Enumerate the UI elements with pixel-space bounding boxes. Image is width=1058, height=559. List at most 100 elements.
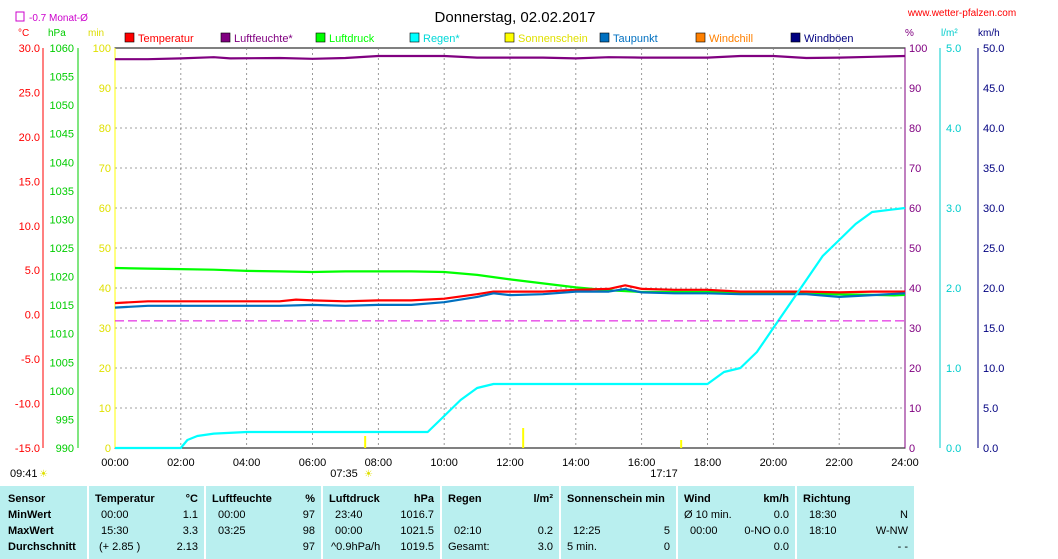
direction-header: Richtung [803, 493, 851, 505]
temperature-min-value: 1.1 [182, 509, 198, 521]
wind-avg-value: 0.0 [773, 509, 789, 521]
temperature-tick-label: 15.0 [19, 176, 40, 188]
legend-label: Temperatur [138, 33, 194, 45]
humidity-avg-value: 97 [302, 541, 315, 553]
minutes-tick-label: 20 [99, 363, 111, 375]
wind-tick-label: 20.0 [983, 283, 1004, 295]
month-avg-swatch [15, 11, 25, 22]
humidity-tick-label: 0 [909, 443, 915, 455]
axes: 00:00 02:00 04:00 06:00 08:00 10:00 12:00 14:00… [15, 43, 1005, 469]
humidity-min-value: 97 [302, 509, 315, 521]
pressure-tick-label: 1015 [50, 300, 74, 312]
direction-max-value: W-NW [875, 525, 908, 537]
legend-swatch [504, 32, 515, 43]
unit-min: min [88, 28, 104, 39]
legend-swatch [409, 32, 420, 43]
pressure-tick-label: 1035 [50, 186, 74, 198]
minutes-tick-label: 50 [99, 243, 111, 255]
wind-tick-label: 10.0 [983, 363, 1004, 375]
wind-max-value: 0-NO 0.0 [744, 525, 789, 537]
temperature-tick-label: 0.0 [25, 310, 40, 322]
sunrise-label: 07:35 [330, 468, 358, 480]
legend-swatch [790, 32, 801, 43]
sunshine-max-value: 5 [663, 525, 670, 537]
x-tick-label: 22:00 [825, 457, 853, 469]
humidity-tick-label: 30 [909, 323, 921, 335]
pressure-tick-label: 1020 [50, 272, 74, 284]
series-line-luftfeuchte [115, 54, 906, 61]
series-line-regen [115, 206, 906, 450]
humidity-tick-label: 100 [909, 43, 927, 55]
pressure-tick-label: 1030 [50, 214, 74, 226]
wind-tick-label: 45.0 [983, 83, 1004, 95]
rain-tick-label: 5.0 [946, 43, 961, 55]
temperature-min-time: 00:00 [101, 509, 129, 521]
sunshine-total-value: 0 [663, 541, 670, 553]
wind-tick-label: 0.0 [983, 443, 998, 455]
rain-tick-label: 4.0 [946, 123, 961, 135]
humidity-min-time: 00:00 [218, 509, 246, 521]
pressure-unit: hPa [413, 493, 434, 505]
pressure-min-time: 23:40 [335, 509, 363, 521]
legend-label: Windböen [804, 33, 854, 45]
temperature-tick-label: 20.0 [19, 132, 40, 144]
website-link[interactable]: www.wetter-pfalzen.com [907, 8, 1016, 19]
wind-tick-label: 30.0 [983, 203, 1004, 215]
x-tick-label: 08:00 [365, 457, 393, 469]
legend-label: Regen* [423, 33, 460, 45]
minutes-tick-label: 30 [99, 323, 111, 335]
humidity-tick-label: 10 [909, 403, 921, 415]
x-tick-label: 00:00 [101, 457, 129, 469]
rain-max-time: 02:10 [454, 525, 482, 537]
row-label-max: MaxWert [8, 525, 54, 537]
sunshine-max-time: 12:25 [573, 525, 601, 537]
wind-tick-label: 25.0 [983, 243, 1004, 255]
sunrise-icon: ☀ [364, 469, 373, 480]
pressure-tick-label: 1045 [50, 129, 74, 141]
wind-column: Wind km/h Ø 10 min. 00:00 0.0 0-NO 0.0 0… [678, 486, 795, 559]
wind-unit: km/h [763, 493, 789, 505]
pressure-tick-label: 1050 [50, 100, 74, 112]
rain-max-value: 0.2 [537, 525, 553, 537]
row-label-min: MinWert [8, 509, 52, 521]
wind-tick-label: 50.0 [983, 43, 1004, 55]
weather-chart: Donnerstag, 02.02.2017 www.wetter-pfalze… [10, 8, 1016, 480]
minutes-tick-label: 90 [99, 83, 111, 95]
rain-tick-label: 1.0 [946, 363, 961, 375]
rain-total-label: Gesamt: [448, 541, 490, 553]
wind-tick-label: 15.0 [983, 323, 1004, 335]
direction-min-value: N [900, 509, 908, 521]
x-tick-label: 12:00 [496, 457, 524, 469]
direction-column: Richtung 18:30 18:10 N W-NW - - [797, 486, 914, 559]
humidity-max-value: 98 [302, 525, 315, 537]
minutes-tick-label: 40 [99, 283, 111, 295]
pressure-tick-label: 990 [56, 443, 74, 455]
rain-header: Regen [448, 493, 482, 505]
sunshine-column: Sonnenschein min 12:25 5 min. 5 0 [561, 486, 676, 559]
wind-tick-label: 5.0 [983, 403, 998, 415]
legend-swatch [124, 32, 135, 43]
legend-swatch [315, 32, 326, 43]
humidity-max-time: 03:25 [218, 525, 246, 537]
x-tick-label: 14:00 [562, 457, 590, 469]
summary-table: Sensor MinWert MaxWert Durchschnitt Temp… [0, 486, 1058, 559]
pressure-trend: ^0.9hPa/h [331, 541, 381, 553]
temperature-tick-label: 30.0 [19, 43, 40, 55]
minutes-tick-label: 80 [99, 123, 111, 135]
unit-rain: l/m² [941, 28, 958, 39]
x-tick-label: 02:00 [167, 457, 195, 469]
pressure-avg-value: 1019.5 [400, 541, 434, 553]
humidity-tick-label: 60 [909, 203, 921, 215]
sunset-label: 17:17 [650, 468, 678, 480]
temperature-tick-label: -5.0 [21, 354, 40, 366]
minutes-tick-label: 60 [99, 203, 111, 215]
humidity-tick-label: 80 [909, 123, 921, 135]
x-tick-label: 10:00 [430, 457, 458, 469]
legend-swatch [220, 32, 231, 43]
rain-total-value: 3.0 [537, 541, 553, 553]
row-label-avg: Durchschnitt [8, 541, 76, 553]
wind-day-avg-value: 0.0 [773, 541, 789, 553]
legend-label: Windchill [709, 33, 753, 45]
direction-min-time: 18:30 [809, 509, 837, 521]
temperature-tick-label: 5.0 [25, 265, 40, 277]
